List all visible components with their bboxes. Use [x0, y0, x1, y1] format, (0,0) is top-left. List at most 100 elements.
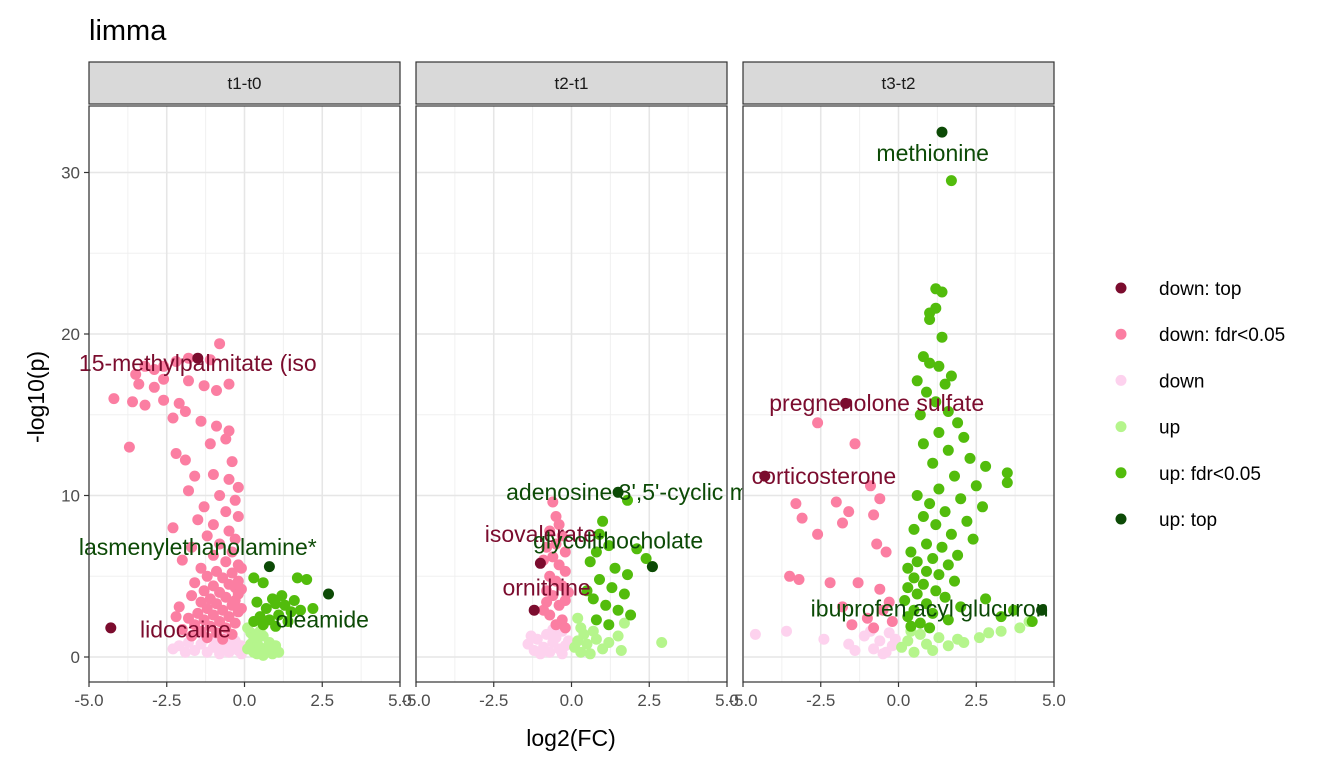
x-tick-label: -2.5 — [806, 691, 835, 710]
point-up-fdr — [257, 577, 269, 589]
point-up-fdr — [260, 603, 272, 614]
point-up-fdr — [622, 494, 633, 506]
point-up-fdr — [961, 515, 973, 527]
point-up-fdr — [594, 574, 605, 585]
point-down-fdr — [544, 609, 556, 621]
point-up-fdr — [952, 549, 964, 561]
point-up-fdr — [952, 417, 964, 429]
legend-swatch — [1115, 513, 1127, 525]
point-down-fdr — [201, 570, 213, 582]
point-up-fdr — [270, 620, 282, 632]
point-up — [263, 643, 275, 655]
x-tick-label: -5.0 — [728, 691, 757, 710]
legend-label: down: top — [1159, 279, 1241, 300]
point-up-fdr — [933, 483, 945, 495]
point-up-top — [323, 588, 334, 600]
point-down — [868, 643, 880, 655]
point-up-fdr — [936, 541, 948, 553]
point-down-fdr — [204, 354, 216, 366]
point-up-fdr — [933, 360, 945, 372]
point-labels: methionine pregnenolone sulfate corticoste… — [752, 140, 1049, 622]
point-up — [656, 637, 668, 648]
point-label: ibuprofen acyl glucuron — [811, 595, 1049, 621]
point-down-fdr — [207, 549, 219, 561]
y-tick-label: 0 — [71, 648, 80, 667]
point-label: glycolithocholate — [533, 527, 703, 553]
point-up-fdr — [902, 562, 914, 574]
x-tick-label: 2.5 — [310, 691, 334, 710]
point-down-fdr — [865, 480, 876, 492]
point-down-fdr — [226, 628, 238, 640]
legend-swatch — [1115, 282, 1127, 294]
x-axis: -5.0 -2.5 0.0 2.5 5.0 — [74, 682, 412, 710]
point-down-fdr — [148, 364, 160, 375]
point-down-fdr — [179, 406, 191, 417]
point-down-fdr — [186, 630, 198, 642]
point-down-fdr — [214, 338, 226, 350]
point-up-fdr — [942, 614, 954, 626]
point-down-fdr — [204, 438, 216, 450]
point-up-fdr — [908, 523, 920, 535]
point-down-fdr — [796, 512, 808, 524]
point-down-fdr — [173, 601, 185, 613]
point-down-fdr — [886, 616, 898, 627]
point-down-fdr — [226, 567, 238, 579]
point-down-fdr — [849, 438, 861, 450]
point-down-fdr — [198, 501, 210, 513]
point-up-fdr — [921, 538, 932, 550]
point-down-fdr — [176, 554, 188, 566]
point-label: methionine — [876, 140, 989, 166]
point-down-top — [840, 397, 852, 409]
point-up-fdr — [980, 593, 992, 605]
point-label: pregnenolone sulfate — [769, 390, 984, 416]
point-down-fdr — [559, 622, 571, 634]
point-down-fdr — [235, 603, 247, 614]
point-down-fdr — [226, 546, 238, 558]
point-down-fdr — [127, 396, 138, 408]
point-down-fdr — [871, 538, 883, 550]
point-down — [874, 635, 886, 647]
point-down — [749, 628, 761, 640]
point-up-fdr — [980, 460, 992, 472]
point-down-fdr — [229, 617, 241, 629]
point-up-fdr — [936, 331, 948, 343]
point-up-fdr — [905, 620, 917, 632]
point-down-fdr — [223, 473, 235, 485]
point-up-fdr — [917, 511, 929, 522]
point-down-fdr — [170, 448, 182, 459]
point-up-fdr — [914, 617, 926, 629]
legend-label: up — [1159, 418, 1180, 439]
point-up-fdr — [282, 616, 294, 627]
x-axis-title: log2(FC) — [526, 725, 615, 751]
point-down-fdr — [133, 378, 145, 390]
point-down-fdr — [547, 496, 559, 508]
point-down-fdr — [556, 530, 568, 542]
point-down-fdr — [176, 624, 188, 635]
point-down-fdr — [201, 530, 213, 542]
facet-strip — [742, 61, 1055, 105]
point-up — [914, 628, 926, 640]
point-down-fdr — [874, 583, 886, 595]
point-up-fdr — [967, 533, 979, 545]
data-points — [522, 486, 668, 660]
point-up — [927, 645, 939, 656]
point-down — [849, 645, 861, 656]
point-up-fdr — [631, 543, 643, 555]
point-down-fdr — [207, 469, 219, 480]
point-down-fdr — [158, 394, 170, 406]
point-up-fdr — [949, 575, 960, 587]
point-up — [942, 640, 954, 652]
point-up — [612, 630, 624, 642]
y-axis: 0 10 20 30 — [61, 164, 89, 667]
point-down-fdr — [226, 456, 238, 468]
point-up-top — [263, 561, 275, 573]
facet-strip — [415, 61, 728, 105]
legend-label: down: fdr<0.05 — [1159, 325, 1285, 346]
point-down-fdr — [223, 378, 235, 390]
point-down-fdr — [852, 577, 864, 589]
point-down-fdr — [868, 509, 880, 521]
point-down-fdr — [793, 574, 805, 585]
point-down-fdr — [217, 633, 229, 645]
point-down-fdr — [211, 420, 222, 432]
legend-label: up: top — [1159, 510, 1217, 531]
